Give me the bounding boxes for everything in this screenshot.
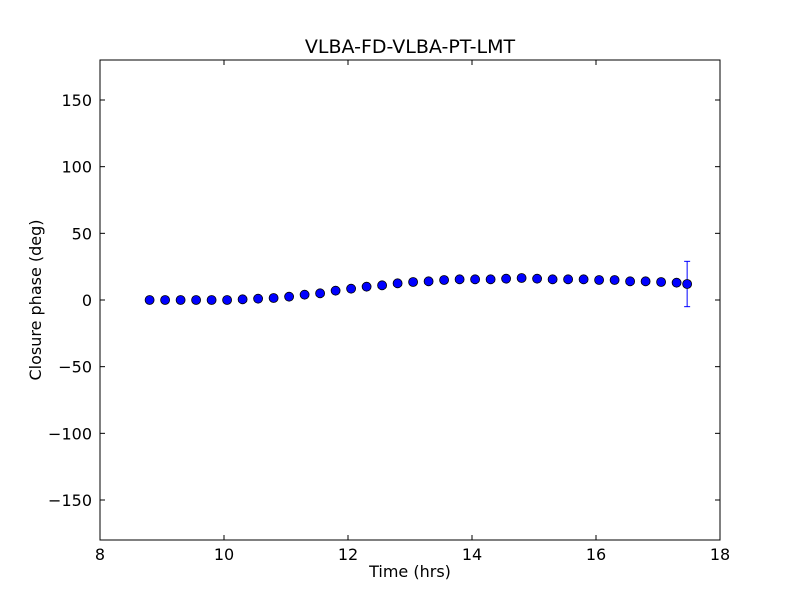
y-tick-label: 100 xyxy=(61,158,92,177)
y-tick-label: 50 xyxy=(72,224,92,243)
y-axis: −150 −100 −50 0 50 100 150 xyxy=(48,91,720,510)
x-tick-label: 14 xyxy=(462,545,482,564)
data-point xyxy=(175,295,186,305)
data-point xyxy=(609,275,620,285)
data-point xyxy=(315,288,326,299)
data-point xyxy=(237,294,248,305)
x-tick-label: 12 xyxy=(338,545,358,564)
data-point xyxy=(346,283,357,294)
data-point xyxy=(408,277,419,287)
data-point xyxy=(625,276,635,287)
y-tick-label: −150 xyxy=(48,491,92,510)
y-tick-label: −50 xyxy=(58,358,92,377)
data-point xyxy=(392,278,403,289)
data-point xyxy=(516,273,527,283)
data-point xyxy=(191,295,202,305)
y-tick-label: −100 xyxy=(48,424,92,443)
plot-area xyxy=(99,59,721,541)
data-point xyxy=(268,293,279,303)
x-tick-label: 16 xyxy=(586,545,606,564)
x-tick-label: 8 xyxy=(95,545,105,564)
y-tick-label: 0 xyxy=(82,291,92,310)
data-point xyxy=(501,273,512,284)
data-point xyxy=(547,274,558,285)
data-point xyxy=(206,295,217,305)
data-point xyxy=(253,293,264,304)
data-point xyxy=(361,281,372,292)
data-point xyxy=(299,289,310,300)
data-point xyxy=(656,277,666,287)
data-point xyxy=(160,295,171,305)
data-point xyxy=(284,291,295,302)
chart-title: VLBA-FD-VLBA-PT-LMT xyxy=(305,36,516,58)
x-tick-label: 18 xyxy=(710,545,730,564)
x-axis-label: Time (hrs) xyxy=(368,562,451,581)
data-point xyxy=(682,279,693,289)
data-point xyxy=(454,274,465,285)
x-axis: 8 10 12 14 16 18 xyxy=(95,60,730,564)
data-point xyxy=(144,295,155,305)
data-point xyxy=(377,280,388,291)
data-point xyxy=(222,295,233,305)
data-point xyxy=(439,275,450,285)
data-point xyxy=(470,274,481,285)
data-point xyxy=(578,274,589,285)
data-point xyxy=(532,273,542,284)
y-axis-label: Closure phase (deg) xyxy=(26,219,45,380)
data-point xyxy=(563,274,573,285)
data-point xyxy=(330,285,341,296)
data-point xyxy=(594,275,604,285)
data-point xyxy=(640,276,651,287)
data-point xyxy=(485,274,496,285)
data-point xyxy=(423,276,434,287)
data-point xyxy=(671,277,682,288)
x-tick-label: 10 xyxy=(214,545,234,564)
y-tick-label: 150 xyxy=(61,91,92,110)
data-points xyxy=(144,273,693,305)
